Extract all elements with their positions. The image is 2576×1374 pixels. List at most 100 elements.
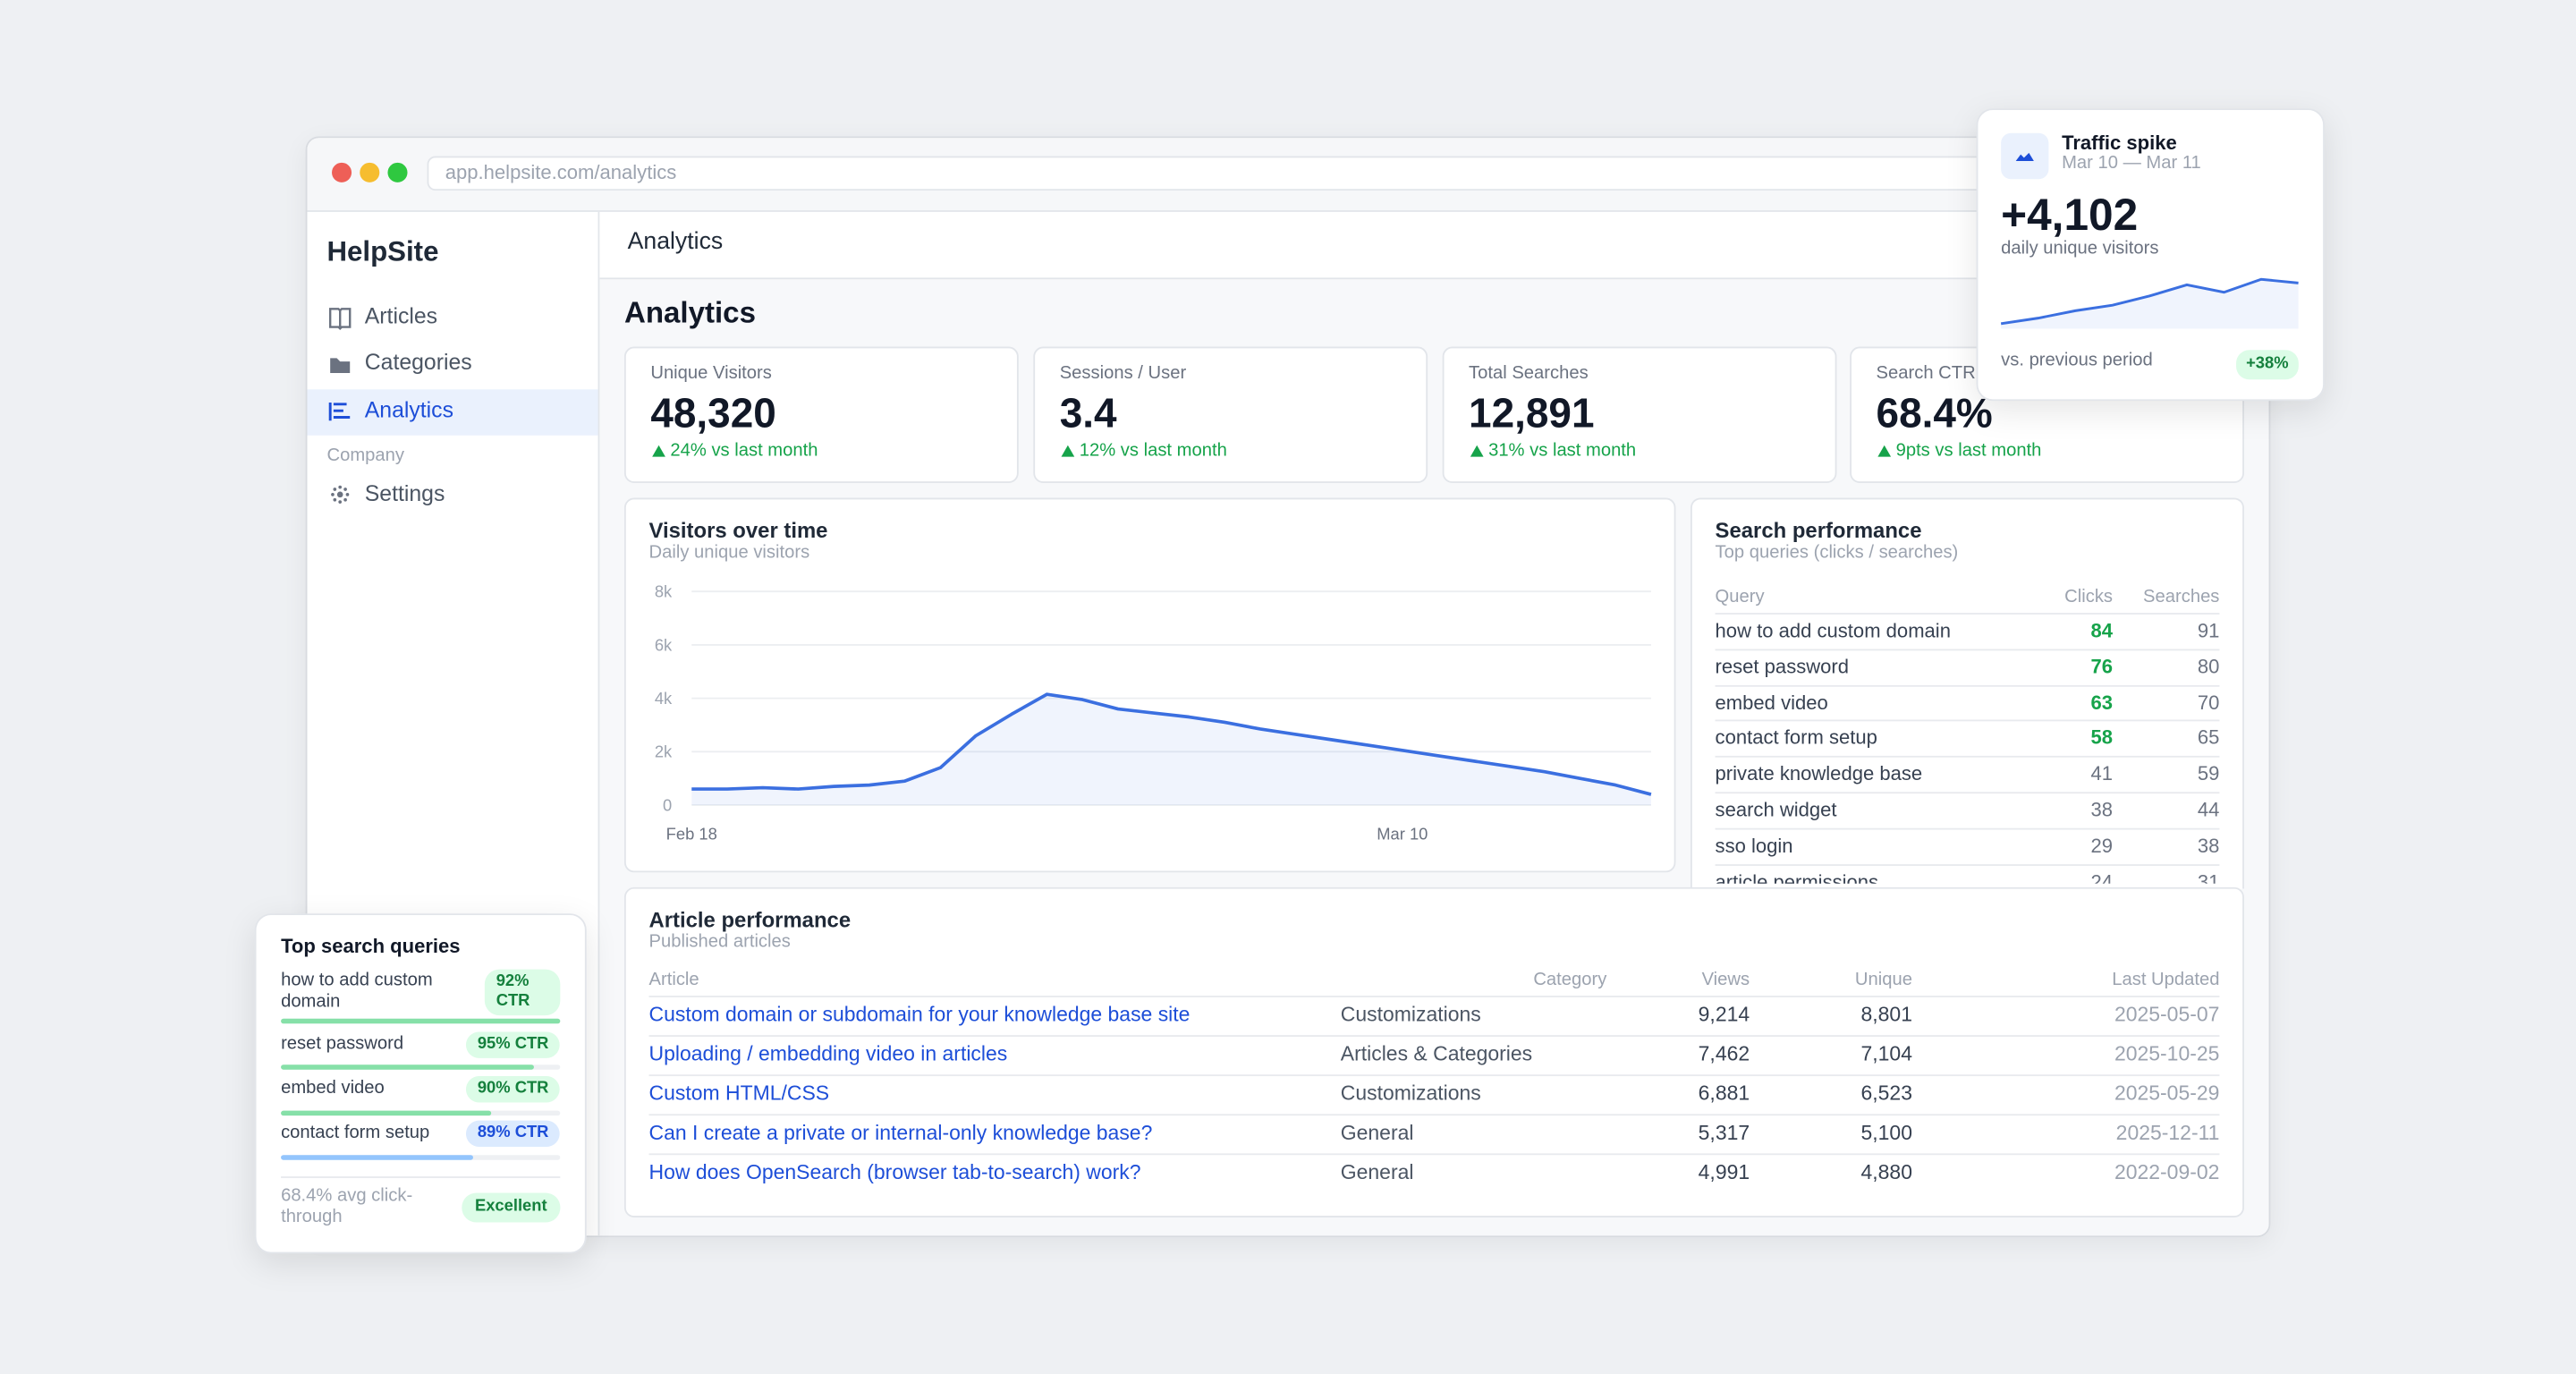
cell: Articles & Categories [1340, 1042, 1533, 1066]
query-cell: embed video [1715, 691, 1828, 714]
column-header: Clicks [2064, 587, 2114, 607]
ctr-badge: 90% CTR [465, 1076, 561, 1103]
ctr-badge: 92% CTR [484, 969, 561, 1016]
query: how to add custom domain [281, 971, 433, 1013]
card-title: Top search queries [281, 934, 461, 958]
kpi-change: 9pts vs last month [1895, 440, 2042, 462]
query: contact form setup [281, 1123, 430, 1143]
query-cell: search widget [1715, 798, 1837, 822]
cell: 7,104 [1860, 1042, 1912, 1066]
ctr-badge: 95% CTR [465, 1031, 561, 1058]
close-dot[interactable] [332, 162, 352, 182]
kpi-label: Search CTR [1876, 363, 1976, 384]
number-cell: 38 [2090, 798, 2114, 822]
nav-section: Company [326, 445, 404, 466]
article-link[interactable]: How does OpenSearch (browser tab-to-sear… [648, 1160, 1141, 1184]
card-title: Article performance [648, 907, 852, 932]
active-nav-bg [307, 389, 598, 436]
number-cell: 59 [2197, 762, 2220, 785]
chart-card [623, 497, 1676, 873]
cell: 2022-09-02 [2114, 1160, 2220, 1184]
article-card [623, 886, 2244, 1218]
article-link[interactable]: Custom domain or subdomain for your know… [648, 1003, 1191, 1027]
footer: 68.4% avg click-through [281, 1185, 413, 1228]
cell: 5,317 [1698, 1121, 1750, 1145]
cell: 5,100 [1860, 1121, 1912, 1145]
column-header: Searches [2143, 587, 2220, 607]
kpi-value: 68.4% [1876, 391, 1993, 437]
maximize-dot[interactable] [387, 162, 408, 182]
popup-icon [2001, 132, 2049, 180]
cell: 2025-05-07 [2114, 1003, 2220, 1027]
cell: 2025-12-11 [2115, 1121, 2220, 1145]
settings-icon [331, 485, 350, 504]
cell: 6,523 [1860, 1081, 1912, 1106]
popup-value: +4,102 [2001, 190, 2139, 240]
number-cell: 58 [2090, 726, 2114, 750]
kpi-value: 12,891 [1469, 391, 1595, 437]
cell: General [1340, 1160, 1414, 1184]
number-cell: 63 [2090, 691, 2114, 714]
cell: 4,880 [1860, 1160, 1912, 1184]
nav-item[interactable]: Analytics [364, 397, 453, 422]
up-arrow [652, 445, 665, 457]
article-link[interactable]: Can I create a private or internal-only … [648, 1121, 1153, 1145]
query-cell: article permissions [1715, 869, 1879, 894]
column-header: Last Updated [2112, 970, 2220, 990]
number-cell: 70 [2197, 691, 2220, 714]
number-cell: 38 [2197, 834, 2220, 858]
column-header: Views [1701, 970, 1750, 990]
row-divider [648, 1153, 2220, 1156]
query-cell: reset password [1715, 655, 1850, 678]
query-cell: contact form setup [1715, 726, 1877, 750]
cell: Customizations [1340, 1081, 1481, 1106]
url-bar[interactable] [427, 156, 2071, 191]
row-divider [648, 1074, 2220, 1077]
popup-caption: daily unique visitors [2001, 239, 2159, 259]
article-link[interactable]: Uploading / embedding video in articles [648, 1042, 1008, 1066]
divider [281, 1176, 561, 1178]
row-divider [648, 1035, 2220, 1037]
number-cell: 65 [2197, 726, 2220, 750]
chart-title: Visitors over time [648, 517, 828, 543]
row-divider [648, 1114, 2220, 1116]
bar [281, 1154, 474, 1159]
row-divider [1715, 720, 2220, 723]
cell: 2025-10-25 [2114, 1042, 2220, 1066]
query-cell: sso login [1715, 834, 1793, 858]
cell: 8,801 [1860, 1003, 1912, 1027]
url[interactable]: app.helpsite.com/analytics [445, 160, 677, 184]
nav-item[interactable]: Categories [364, 350, 472, 375]
kpi-change: 24% vs last month [670, 440, 818, 462]
footer-badge: Excellent [462, 1192, 561, 1223]
bar [281, 1109, 491, 1115]
ctr-badge: 89% CTR [465, 1120, 561, 1148]
search-card [1690, 497, 2244, 889]
kpi-card card [1442, 346, 1837, 484]
number-cell: 41 [2090, 762, 2114, 785]
column-header: Unique [1854, 970, 1912, 990]
row-divider [1715, 613, 2220, 615]
header-title: Analytics [627, 228, 724, 256]
article-link[interactable]: Custom HTML/CSS [648, 1081, 830, 1106]
row-divider [1715, 756, 2220, 759]
kpi-label: Sessions / User [1059, 363, 1187, 384]
card-subtitle: Top queries (clicks / searches) [1715, 542, 1959, 563]
bar [281, 1064, 534, 1069]
up-arrow [1470, 445, 1484, 457]
column-header: Article [648, 970, 699, 990]
minimize-dot[interactable] [360, 162, 380, 182]
kpi-change: 31% vs last month [1488, 440, 1637, 462]
cell: 4,991 [1698, 1160, 1750, 1184]
popup-badge: +38% [2236, 350, 2299, 380]
page-title: Analytics [623, 295, 756, 329]
cell: 9,214 [1698, 1003, 1750, 1027]
categories-icon [330, 358, 351, 373]
kpi-value: 48,320 [650, 391, 776, 437]
nav-item[interactable]: Articles [364, 303, 438, 329]
nav-item[interactable]: Settings [364, 480, 445, 506]
kpi-card card [1033, 346, 1428, 484]
column-header: Query [1715, 587, 1765, 607]
